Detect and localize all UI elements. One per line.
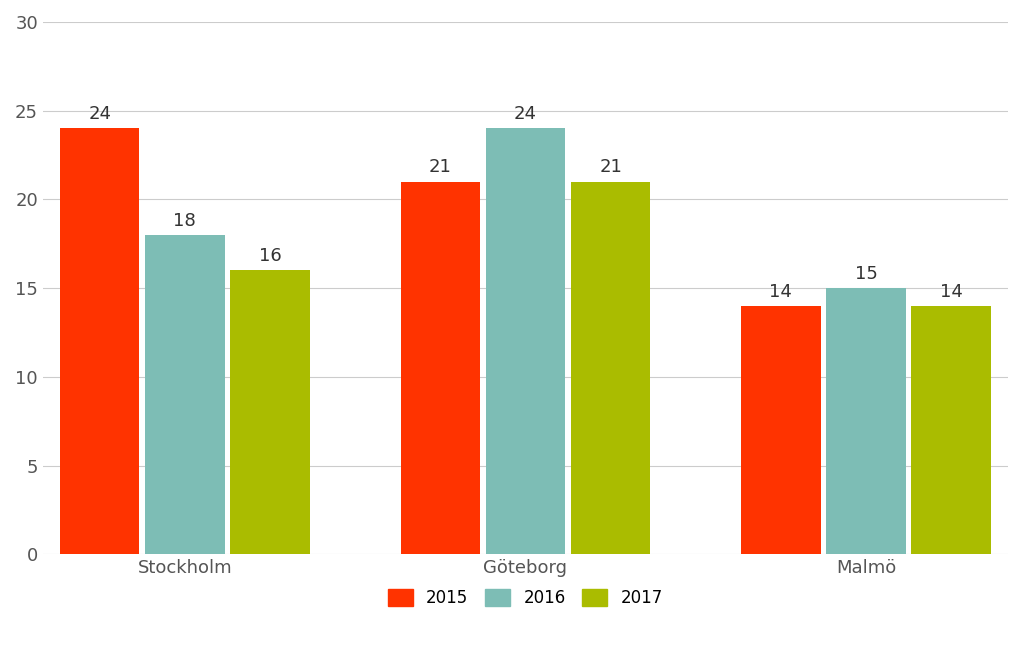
Bar	[571, 182, 651, 554]
Text: 14: 14	[940, 283, 963, 301]
Text: 14: 14	[769, 283, 793, 301]
Bar	[742, 306, 820, 554]
Text: 24: 24	[88, 105, 112, 123]
Text: 24: 24	[514, 105, 537, 123]
Bar	[401, 182, 480, 554]
Bar	[230, 271, 310, 554]
Bar	[911, 306, 991, 554]
Bar	[60, 128, 139, 554]
Text: 15: 15	[854, 265, 878, 283]
Bar	[145, 235, 224, 554]
Bar	[486, 128, 565, 554]
Bar	[827, 288, 905, 554]
Text: 16: 16	[259, 247, 281, 265]
Text: 21: 21	[429, 158, 452, 176]
Legend: 2015, 2016, 2017: 2015, 2016, 2017	[380, 580, 671, 615]
Text: 18: 18	[174, 212, 196, 230]
Text: 21: 21	[599, 158, 622, 176]
